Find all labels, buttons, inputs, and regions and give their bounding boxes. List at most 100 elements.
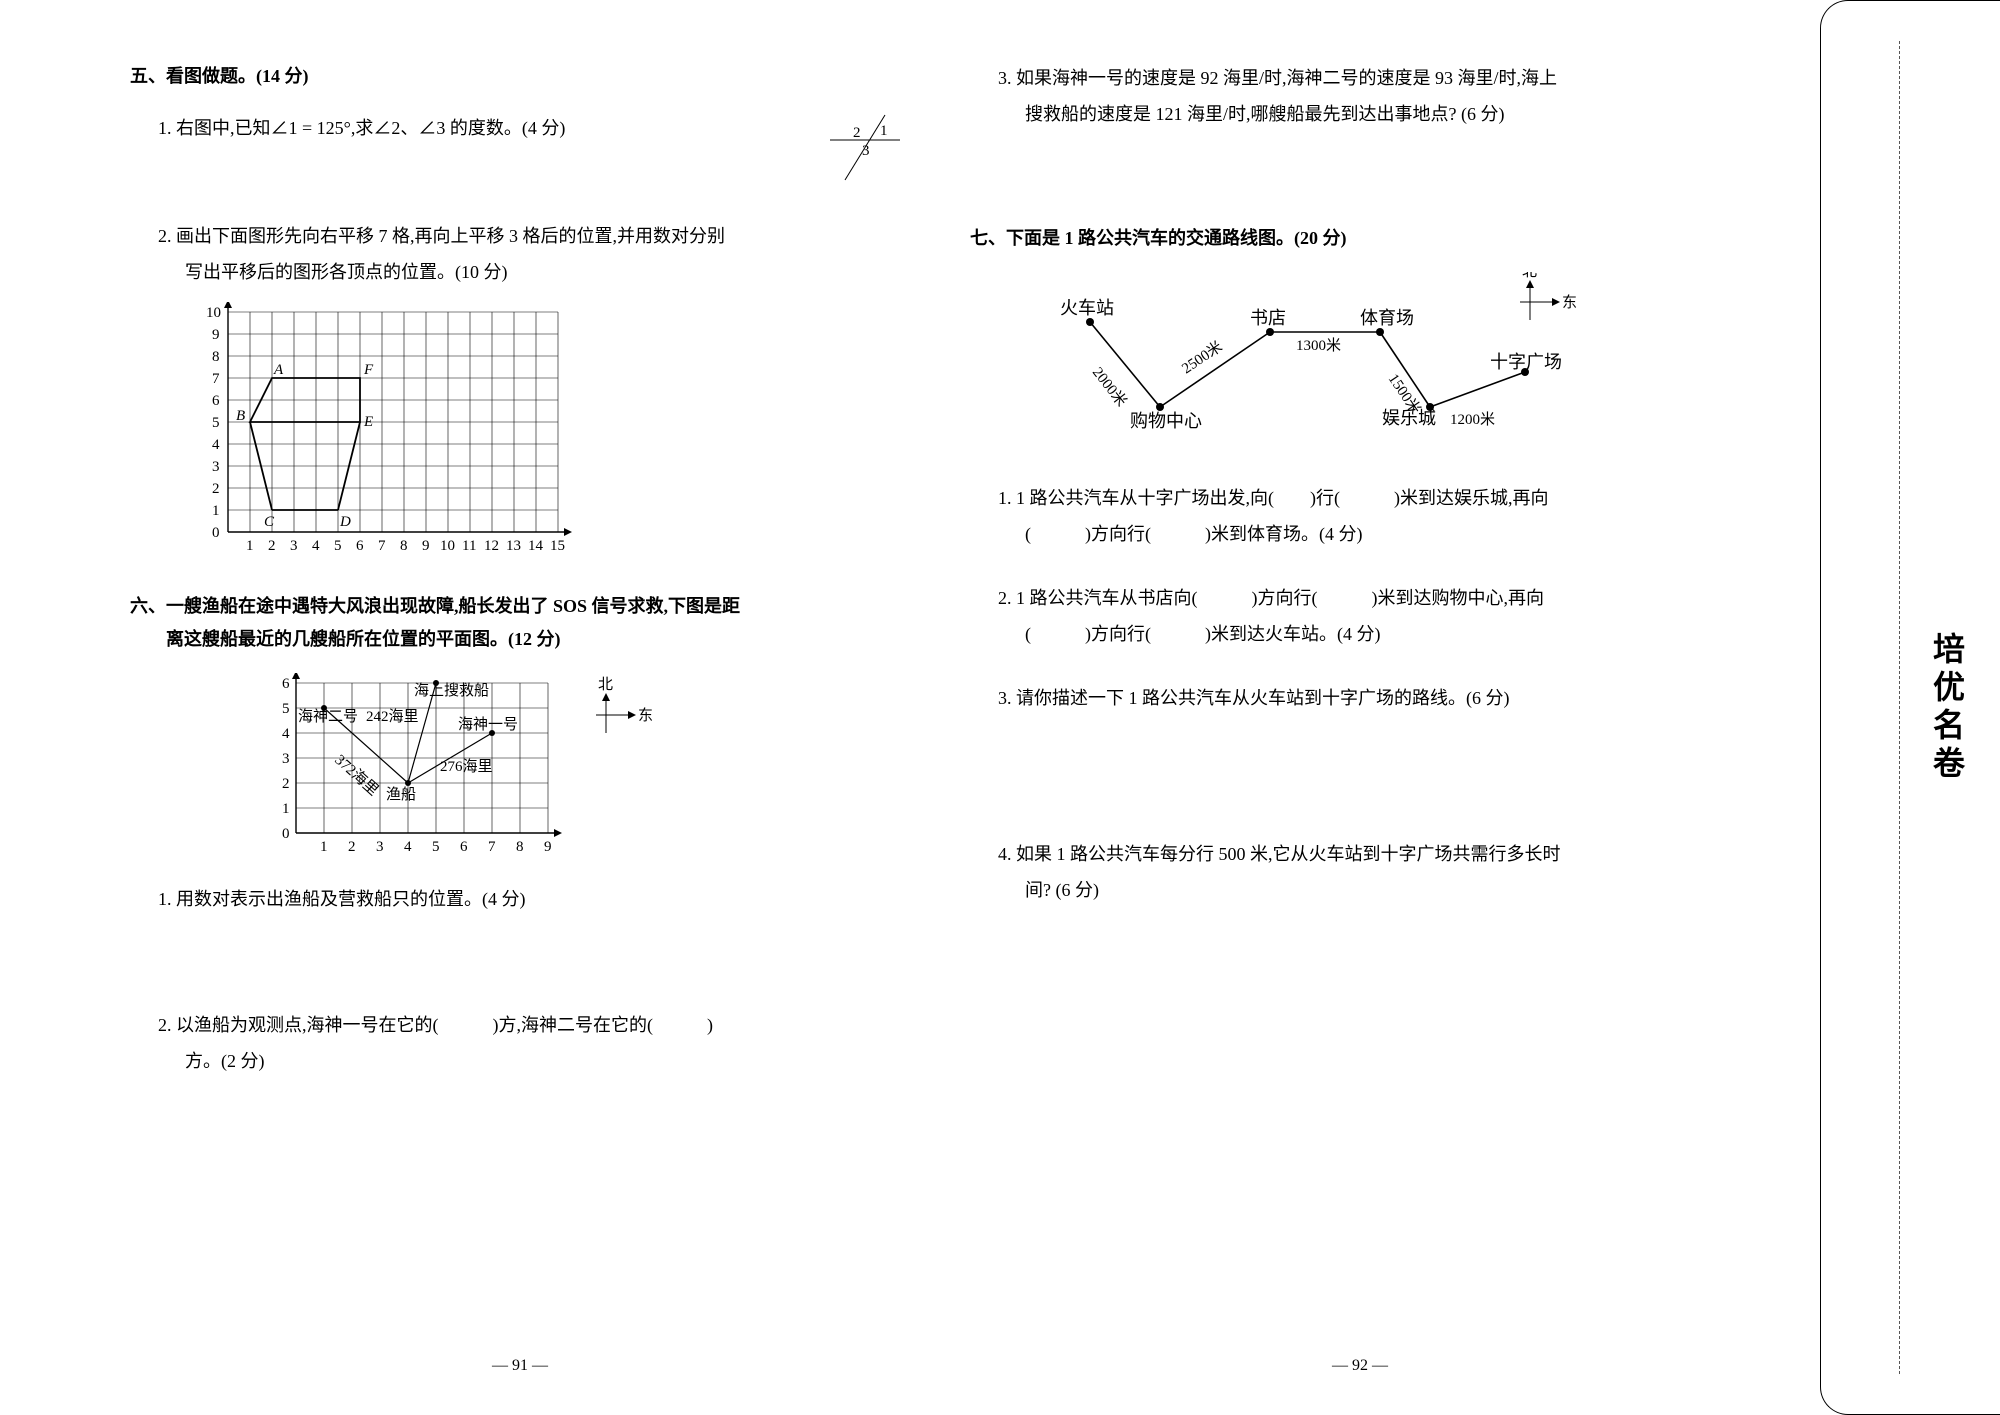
q6-3: 3. 如果海神一号的速度是 92 海里/时,海神二号的速度是 93 海里/时,海… [998, 60, 1750, 132]
train-label: 火车站 [1060, 298, 1114, 318]
right-column: 3. 如果海神一号的速度是 92 海里/时,海神二号的速度是 93 海里/时,海… [940, 60, 1780, 1375]
y6: 6 [212, 393, 220, 409]
pt-a: A [273, 362, 284, 378]
q7-2-line2: ( )方向行( )米到达火车站。(4 分) [998, 616, 1750, 652]
q6-3-line2: 搜救船的速度是 121 海里/时,哪艘船最先到达出事地点? (6 分) [998, 96, 1750, 132]
page-num-left: — 91 — [492, 1357, 548, 1375]
g6x6: 6 [460, 839, 468, 855]
x12: 12 [484, 538, 499, 554]
hs2-label: 海神二号 [298, 708, 358, 725]
y2: 2 [212, 481, 220, 497]
x6: 6 [356, 538, 364, 554]
g6y3: 3 [282, 751, 290, 767]
side-dashed-line [1899, 41, 1900, 1374]
compass-e6: 东 [638, 707, 653, 724]
section6-title: 六、一艘渔船在途中遇特大风浪出现故障,船长发出了 SOS 信号求救,下图是距 离… [130, 590, 910, 655]
g6y4: 4 [282, 726, 290, 742]
angle1-label: 1 [880, 123, 888, 139]
g6x5: 5 [432, 839, 440, 855]
grid6-svg: 海上搜救船 海神二号 242海里 海神一号 渔船 276海里 372海里 6 5… [270, 673, 710, 863]
x3: 3 [290, 538, 298, 554]
y9: 9 [212, 327, 220, 343]
g6x9: 9 [544, 839, 552, 855]
d276-label: 276海里 [440, 758, 493, 775]
section7-title: 七、下面是 1 路公共汽车的交通路线图。(20 分) [970, 222, 1750, 254]
x13: 13 [506, 538, 521, 554]
q5-1-text: 1. 右图中,已知∠1 = 125°,求∠2、∠3 的度数。(4 分) [158, 110, 800, 146]
x1: 1 [246, 538, 254, 554]
g6x3: 3 [376, 839, 384, 855]
pt-e: E [363, 414, 373, 430]
pt-c: C [264, 514, 275, 530]
g6x4: 4 [404, 839, 412, 855]
y0: 0 [212, 525, 220, 541]
q7-1: 1. 1 路公共汽车从十字广场出发,向( )行( )米到达娱乐城,再向 ( )方… [998, 480, 1750, 552]
side-label: 培优名卷 [1924, 632, 1970, 784]
y3: 3 [212, 459, 220, 475]
g6y1: 1 [282, 801, 290, 817]
q5-2: 2. 画出下面图形先向右平移 7 格,再向上平移 3 格后的位置,并用数对分别 … [158, 218, 910, 562]
stadium-label: 体育场 [1360, 308, 1414, 328]
page-num-right: — 92 — [1332, 1357, 1388, 1375]
angle3-label: 3 [862, 143, 870, 159]
hs1-label: 海神一号 [458, 716, 518, 733]
bookstore-label: 书店 [1250, 308, 1286, 328]
y10: 10 [206, 305, 221, 321]
d1300: 1300米 [1296, 337, 1341, 354]
compass-n6: 北 [598, 676, 613, 693]
left-column: 五、看图做题。(14 分) 1. 右图中,已知∠1 = 125°,求∠2、∠3 … [100, 60, 940, 1375]
q5-1: 1. 右图中,已知∠1 = 125°,求∠2、∠3 的度数。(4 分) 1 2 … [158, 110, 910, 190]
g6y5: 5 [282, 701, 290, 717]
y1: 1 [212, 503, 220, 519]
q7-1-line1: 1. 1 路公共汽车从十字广场出发,向( )行( )米到达娱乐城,再向 [998, 480, 1750, 516]
d242-label: 242海里 [366, 708, 419, 725]
x14: 14 [528, 538, 544, 554]
d1200: 1200米 [1450, 411, 1495, 428]
x8: 8 [400, 538, 408, 554]
x7: 7 [378, 538, 386, 554]
pt-d: D [339, 514, 351, 530]
q5-2-line2: 写出平移后的图形各顶点的位置。(10 分) [158, 254, 910, 290]
q7-3-text: 3. 请你描述一下 1 路公共汽车从火车站到十字广场的路线。(6 分) [998, 680, 1750, 716]
q7-1-line2: ( )方向行( )米到体育场。(4 分) [998, 516, 1750, 552]
y4: 4 [212, 437, 220, 453]
g6y0: 0 [282, 826, 290, 842]
side-strip: 培优名卷 [1820, 0, 2000, 1415]
d2000: 2000米 [1089, 364, 1130, 410]
d372-label: 372海里 [331, 752, 381, 800]
q7-2-line1: 2. 1 路公共汽车从书店向( )方向行( )米到达购物中心,再向 [998, 580, 1750, 616]
route-map: 北 东 火车站 书店 体育场 十字广场 购物中心 娱乐城 2000米 2500 [1030, 272, 1590, 462]
q7-3: 3. 请你描述一下 1 路公共汽车从火车站到十字广场的路线。(6 分) [998, 680, 1750, 716]
g6y2: 2 [282, 776, 290, 792]
q6-2-line1: 2. 以渔船为观测点,海神一号在它的( )方,海神二号在它的( ) [158, 1007, 910, 1043]
compass-e7: 东 [1562, 294, 1577, 311]
section6-line1: 六、一艘渔船在途中遇特大风浪出现故障,船长发出了 SOS 信号求救,下图是距 [130, 596, 740, 616]
y5: 5 [212, 415, 220, 431]
mall-label: 购物中心 [1130, 411, 1202, 431]
x5: 5 [334, 538, 342, 554]
q6-2-line2: 方。(2 分) [158, 1043, 910, 1079]
q6-1: 1. 用数对表示出渔船及营救船只的位置。(4 分) [158, 881, 910, 917]
section6-line2: 离这艘船最近的几艘船所在位置的平面图。(12 分) [166, 629, 561, 649]
q7-4-line2: 间? (6 分) [998, 872, 1750, 908]
q6-3-line1: 3. 如果海神一号的速度是 92 海里/时,海神二号的速度是 93 海里/时,海… [998, 60, 1750, 96]
pt-b: B [236, 408, 245, 424]
y8: 8 [212, 349, 220, 365]
g6x7: 7 [488, 839, 496, 855]
compass-n7: 北 [1522, 272, 1537, 280]
pt-f: F [363, 362, 374, 378]
q6-2: 2. 以渔船为观测点,海神一号在它的( )方,海神二号在它的( ) 方。(2 分… [158, 1007, 910, 1079]
q7-2: 2. 1 路公共汽车从书店向( )方向行( )米到达购物中心,再向 ( )方向行… [998, 580, 1750, 652]
x4: 4 [312, 538, 320, 554]
x2: 2 [268, 538, 276, 554]
x11: 11 [462, 538, 476, 554]
y7: 7 [212, 371, 220, 387]
d2500: 2500米 [1179, 338, 1226, 377]
g6y6: 6 [282, 676, 290, 692]
x9: 9 [422, 538, 430, 554]
section5-title: 五、看图做题。(14 分) [130, 60, 910, 92]
page-container: 五、看图做题。(14 分) 1. 右图中,已知∠1 = 125°,求∠2、∠3 … [0, 0, 1820, 1415]
g6x8: 8 [516, 839, 524, 855]
g6x2: 2 [348, 839, 356, 855]
grid5-svg: A F E B C D 10 9 8 7 6 5 4 3 2 1 [198, 302, 578, 562]
